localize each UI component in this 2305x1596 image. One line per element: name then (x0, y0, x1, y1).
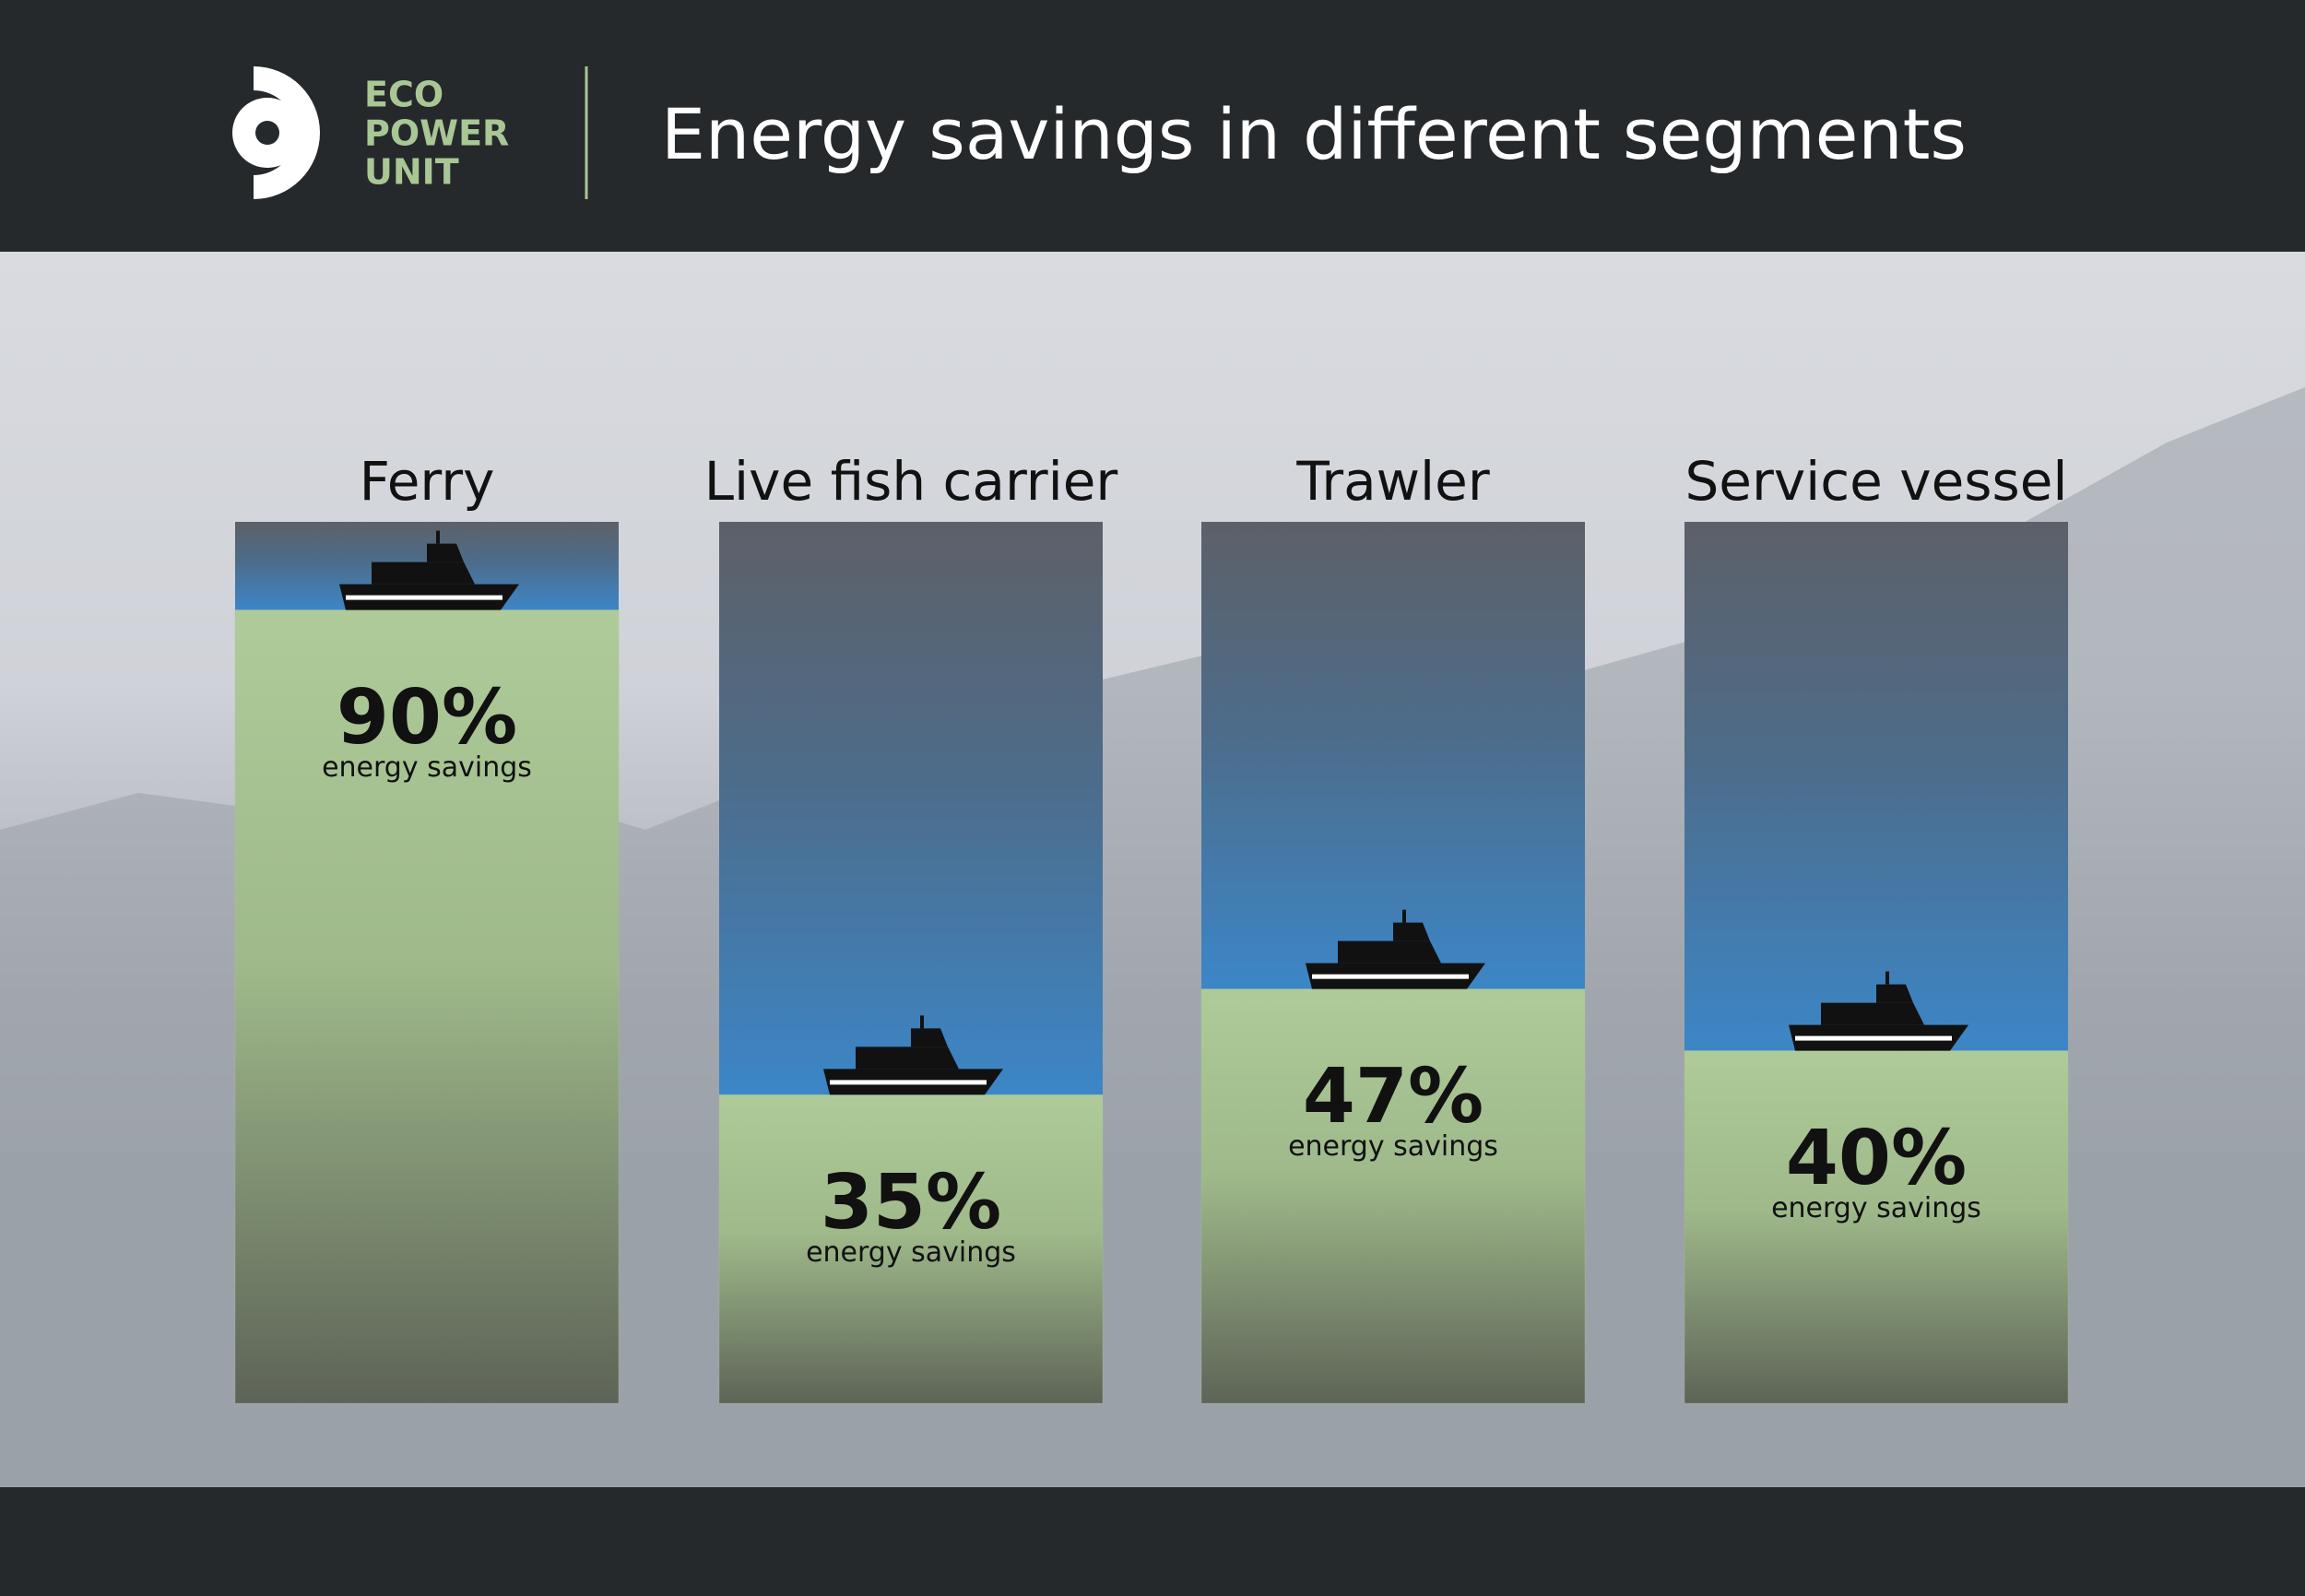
footer (0, 1487, 2305, 1596)
ship-mast (1402, 909, 1406, 923)
category-label: Trawler (1295, 450, 1490, 513)
ship-mast (436, 530, 440, 544)
ship-bridge (1393, 922, 1430, 941)
ship-mast (920, 1015, 924, 1029)
value-label: 35% (821, 1159, 1001, 1247)
ship-deck (372, 562, 475, 585)
value-caption: energy savings (806, 1236, 1016, 1269)
bar (1200, 988, 1586, 1404)
ship-mast (1885, 971, 1889, 985)
ship-bridge (1876, 984, 1913, 1003)
category-label: Live fish carrier (704, 450, 1118, 513)
logo-mark (232, 66, 320, 199)
water-band (719, 522, 1103, 1095)
logo-text: ECO (364, 75, 443, 115)
ship-deck (856, 1046, 959, 1070)
ship-icon (339, 530, 519, 610)
category-label: Ferry (360, 450, 495, 513)
water-band (1201, 522, 1585, 989)
bar (234, 609, 620, 1404)
ship-icon (823, 1015, 1003, 1095)
value-label: 90% (337, 674, 517, 762)
ship-stripe (346, 595, 502, 600)
ship-icon (1789, 971, 1968, 1051)
water-band (1684, 522, 2068, 1051)
value-label: 47% (1303, 1053, 1483, 1141)
chart-title: Energy savings in different segments (661, 93, 1967, 175)
ship-bridge (427, 543, 464, 562)
value-label: 40% (1786, 1115, 1967, 1202)
ship-deck (1821, 1002, 1924, 1025)
bar (1684, 1050, 2069, 1404)
value-caption: energy savings (322, 751, 532, 784)
ship-deck (1338, 940, 1441, 964)
logo-text: UNIT (364, 152, 459, 193)
category-label: Service vessel (1684, 450, 2067, 513)
ship-stripe (830, 1080, 987, 1085)
logo-text: POWER (364, 113, 509, 154)
header (0, 0, 2305, 252)
ship-icon (1306, 909, 1485, 989)
ship-stripe (1795, 1035, 1952, 1041)
value-caption: energy savings (1771, 1192, 1981, 1224)
ship-bridge (911, 1028, 948, 1047)
ship-stripe (1312, 974, 1469, 979)
value-caption: energy savings (1288, 1130, 1498, 1163)
